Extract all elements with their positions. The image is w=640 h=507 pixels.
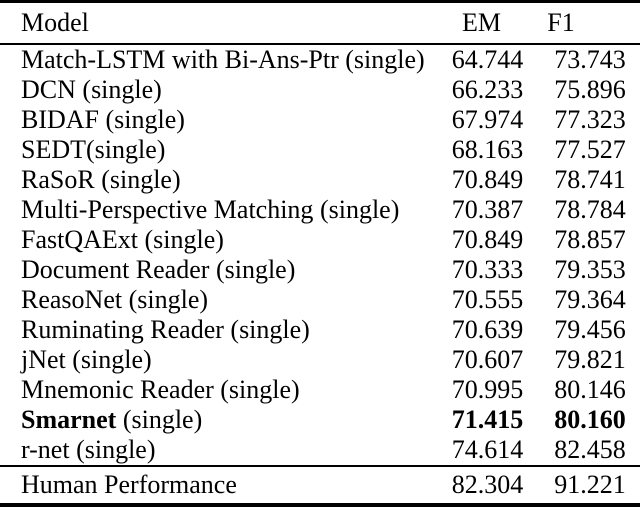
f1-value: 79.353 [554,255,626,284]
f1-value: 80.146 [554,375,626,404]
model-name: BIDAF [21,105,100,134]
em-value: 70.849 [451,165,524,194]
model-suffix: (single) [86,135,166,164]
model-cell: Document Reader (single) [0,255,435,285]
f1-value: 78.741 [554,165,626,194]
table-row: Multi-Perspective Matching (single) 70.38… [0,195,640,225]
model-suffix: (single) [65,345,152,374]
model-name: FastQAExt [21,225,138,254]
f1-value: 79.821 [554,345,626,374]
footer-em-value: 82.304 [451,470,524,499]
em-value: 70.555 [451,285,524,314]
model-suffix: (single) [209,255,296,284]
f1-value: 77.527 [554,135,626,164]
f1-value: 80.160 [554,405,626,434]
table-row: FastQAExt (single) 70.849 78.857 [0,225,640,255]
model-suffix: (single) [116,405,203,434]
em-value: 67.974 [451,105,524,134]
model-cell: jNet (single) [0,345,435,375]
model-cell: Match-LSTM with Bi-Ans-Ptr (single) [0,44,435,75]
model-name: RaSoR [21,165,95,194]
model-suffix: (single) [94,165,181,194]
f1-value: 77.323 [554,105,626,134]
model-suffix: (single) [223,315,310,344]
model-cell: BIDAF (single) [0,105,435,135]
f1-value: 79.364 [554,285,626,314]
model-name: Smarnet [21,405,117,434]
model-name: SEDT [21,135,86,164]
col-header-em: EM [462,8,501,37]
f1-value: 73.743 [554,45,626,74]
model-suffix: (single) [138,225,224,254]
model-name: Multi-Perspective Matching [21,195,314,224]
model-name: DCN [21,75,76,104]
model-suffix: (single) [69,435,156,464]
model-suffix: (single) [213,375,300,404]
f1-value: 75.896 [554,75,626,104]
model-suffix: (single) [313,195,400,224]
em-value: 70.333 [451,255,524,284]
model-cell: Ruminating Reader (single) [0,315,435,345]
model-suffix: (single) [99,105,185,134]
model-cell: r-net (single) [0,435,435,466]
model-cell: Mnemonic Reader (single) [0,375,435,405]
model-suffix: (single) [75,75,162,104]
human-performance-row: Human Performance 82.304 91.221 [0,466,640,505]
model-suffix: (single) [338,45,425,74]
em-value: 70.995 [451,375,524,404]
f1-value: 79.456 [554,315,626,344]
col-header-f1: F1 [547,8,575,37]
table-row: r-net (single) 74.614 82.458 [0,435,640,466]
model-name: r-net [21,435,70,464]
em-value: 70.387 [451,195,524,224]
model-name: Match-LSTM with Bi-Ans-Ptr [21,45,339,74]
table-row: ReasoNet (single) 70.555 79.364 [0,285,640,315]
model-cell: ReasoNet (single) [0,285,435,315]
model-cell: RaSoR (single) [0,165,435,195]
table-header: Model EM F1 [0,2,640,44]
table-footer: Human Performance 82.304 91.221 [0,466,640,505]
em-value: 71.415 [451,405,524,434]
table-row: Smarnet (single) 71.415 80.160 [0,405,640,435]
em-value: 64.744 [451,45,524,74]
table-row: DCN (single) 66.233 75.896 [0,75,640,105]
model-name: ReasoNet [21,285,123,314]
f1-value: 82.458 [554,435,626,464]
em-value: 68.163 [451,135,524,164]
header-row: Model EM F1 [0,2,640,44]
em-value: 66.233 [451,75,524,104]
f1-value: 78.857 [554,225,626,254]
f1-value: 78.784 [554,195,626,224]
table-row: SEDT(single) 68.163 77.527 [0,135,640,165]
table-row: jNet (single) 70.607 79.821 [0,345,640,375]
table-row: Ruminating Reader (single) 70.639 79.456 [0,315,640,345]
table-row: Document Reader (single) 70.333 79.353 [0,255,640,285]
footer-f1-value: 91.221 [554,470,626,499]
model-name: Ruminating Reader [21,315,224,344]
model-suffix: (single) [122,285,209,314]
em-value: 70.607 [451,345,524,374]
footer-model-label: Human Performance [21,470,237,499]
model-name: jNet [21,345,66,374]
em-value: 74.614 [451,435,524,464]
table-row: RaSoR (single) 70.849 78.741 [0,165,640,195]
col-header-model: Model [21,8,89,37]
model-cell: Multi-Perspective Matching (single) [0,195,435,225]
table-body: Match-LSTM with Bi-Ans-Ptr (single) 64.74… [0,44,640,466]
model-cell: SEDT(single) [0,135,435,165]
table-row: Mnemonic Reader (single) 70.995 80.146 [0,375,640,405]
table-row: Match-LSTM with Bi-Ans-Ptr (single) 64.74… [0,44,640,75]
model-cell: Smarnet (single) [0,405,435,435]
em-value: 70.639 [451,315,524,344]
table-row: BIDAF (single) 67.974 77.323 [0,105,640,135]
model-cell: FastQAExt (single) [0,225,435,255]
model-name: Document Reader [21,255,210,284]
model-cell: DCN (single) [0,75,435,105]
model-name: Mnemonic Reader [21,375,214,404]
em-value: 70.849 [451,225,524,254]
